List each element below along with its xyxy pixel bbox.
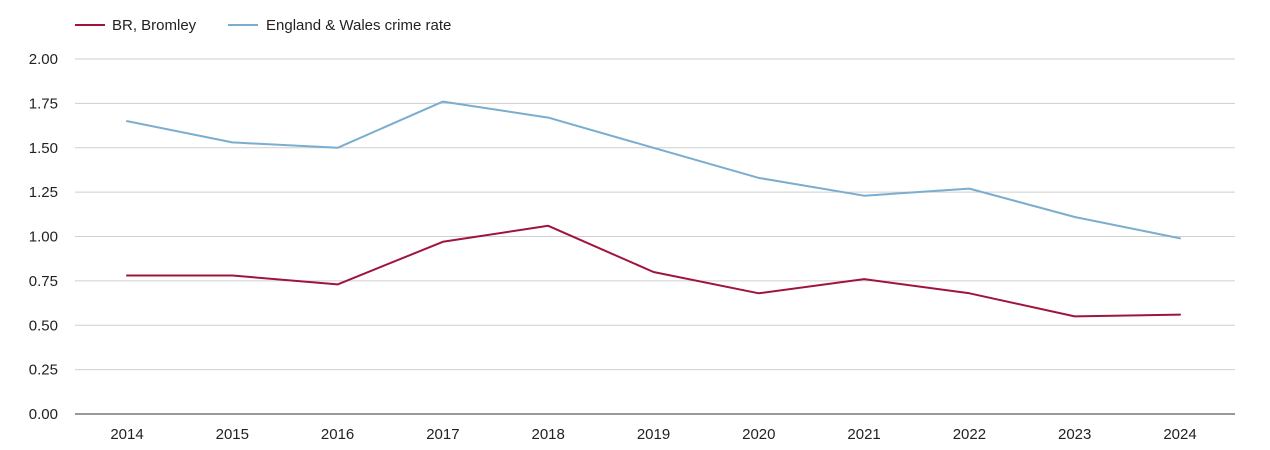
x-tick-label: 2021 [847, 426, 880, 443]
y-axis-tick-labels: 0.00 0.25 0.50 0.75 1.00 1.25 1.50 1.75 2.00 [29, 51, 58, 423]
y-tick-label: 0.75 [29, 273, 58, 290]
y-tick-label: 1.75 [29, 95, 58, 112]
x-tick-label: 2014 [110, 426, 143, 443]
x-tick-label: 2015 [216, 426, 249, 443]
legend-item-england-wales[interactable]: England & Wales crime rate [228, 17, 451, 34]
series-lines [126, 100, 1181, 318]
legend-label-england-wales: England & Wales crime rate [266, 17, 451, 34]
y-tick-label: 2.00 [29, 51, 58, 68]
x-tick-label: 2018 [532, 426, 565, 443]
x-tick-label: 2019 [637, 426, 670, 443]
y-tick-label: 0.00 [29, 406, 58, 423]
x-tick-label: 2017 [426, 426, 459, 443]
series-line-bromley[interactable] [126, 224, 1181, 318]
legend-label-bromley: BR, Bromley [112, 17, 197, 34]
gridlines [75, 58, 1235, 371]
legend-item-bromley[interactable]: BR, Bromley [75, 17, 197, 34]
x-tick-label: 2020 [742, 426, 775, 443]
x-tick-label: 2022 [953, 426, 986, 443]
y-tick-label: 1.00 [29, 229, 58, 246]
x-tick-label: 2016 [321, 426, 354, 443]
y-tick-label: 1.25 [29, 184, 58, 201]
y-tick-label: 0.25 [29, 362, 58, 379]
x-axis-tick-labels: 2014 2015 2016 2017 2018 2019 2020 2021 2022 2023… [110, 426, 1196, 443]
y-tick-label: 0.50 [29, 317, 58, 334]
legend: BR, Bromley England & Wales crime rate [75, 17, 451, 34]
x-tick-label: 2024 [1163, 426, 1196, 443]
series-line-england-wales[interactable] [126, 100, 1181, 240]
x-tick-label: 2023 [1058, 426, 1091, 443]
y-tick-label: 1.50 [29, 140, 58, 157]
